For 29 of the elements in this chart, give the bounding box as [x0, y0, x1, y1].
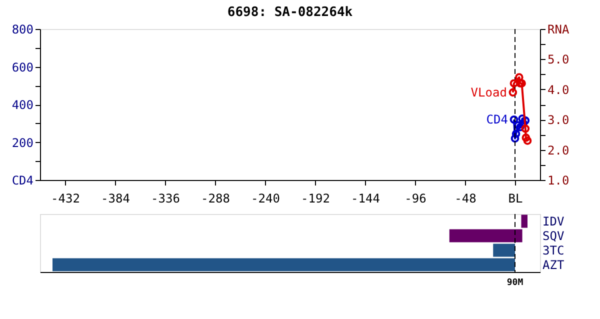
y2-tick-label: 1.0	[548, 174, 570, 188]
y2-tick-label: 3.0	[548, 113, 570, 128]
y-tick-label: 3TC	[542, 243, 564, 258]
y-tick-label: 400	[12, 98, 34, 112]
x-tick-label: -336	[151, 192, 180, 206]
y2-tick-label: RNA	[548, 22, 570, 36]
y2-tick-label: 2.0	[548, 143, 570, 158]
x-tick-label: -384	[101, 192, 130, 206]
y2-tick-label: 4.0	[548, 82, 570, 97]
series-label: CD4	[486, 112, 508, 127]
x-tick-label: -240	[251, 192, 280, 206]
y-tick-label: 200	[12, 136, 34, 150]
y-tick-label: 600	[12, 60, 34, 74]
text: 90M	[506, 278, 524, 288]
chart-title: 6698: SA-082264k	[227, 5, 353, 20]
x-tick-label: -144	[351, 192, 380, 206]
x-tick-label: -192	[301, 192, 330, 206]
y-tick-label: AZT	[542, 258, 564, 272]
y-tick-label: IDV	[542, 214, 564, 228]
x-tick-label: -432	[51, 192, 80, 206]
x-tick-label: -96	[404, 192, 426, 206]
x-tick-label: -288	[201, 192, 230, 206]
y-tick-label: 800	[12, 22, 34, 36]
x-tick-label: BL	[508, 192, 523, 206]
y2-tick-label: 5.0	[548, 52, 570, 67]
y-tick-label: SQV	[542, 228, 564, 243]
y-tick-label: CD4	[12, 174, 34, 188]
x-tick-label: -48	[454, 192, 476, 206]
series-label: VLoad	[470, 85, 507, 100]
